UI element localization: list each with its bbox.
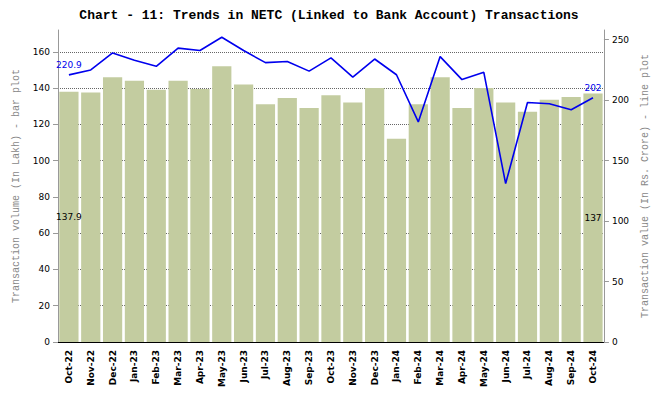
svg-text:Chart - 11: Trends in NETC (Li: Chart - 11: Trends in NETC (Linked to Ba… — [79, 8, 578, 23]
svg-text:Oct-24: Oct-24 — [588, 350, 598, 384]
svg-text:160: 160 — [33, 47, 50, 57]
svg-text:250: 250 — [612, 35, 629, 45]
svg-text:60: 60 — [39, 228, 51, 238]
svg-text:100: 100 — [33, 156, 50, 166]
svg-text:40: 40 — [39, 264, 51, 274]
svg-text:Nov-23: Nov-23 — [348, 350, 358, 386]
svg-text:137: 137 — [584, 213, 601, 223]
svg-text:Apr-23: Apr-23 — [195, 350, 205, 384]
svg-text:Oct-22: Oct-22 — [64, 350, 74, 384]
svg-text:Jun-24: Jun-24 — [501, 350, 511, 383]
svg-text:Jun-23: Jun-23 — [239, 350, 249, 383]
svg-text:Dec-22: Dec-22 — [108, 350, 118, 385]
svg-text:220.9: 220.9 — [56, 60, 82, 70]
svg-text:200: 200 — [612, 95, 629, 105]
svg-text:120: 120 — [33, 119, 50, 129]
svg-text:Feb-23: Feb-23 — [151, 350, 161, 385]
svg-text:150: 150 — [612, 156, 629, 166]
svg-text:Aug-23: Aug-23 — [282, 350, 292, 386]
svg-text:Mar-24: Mar-24 — [435, 350, 445, 386]
svg-text:Transaction volume (In Lakh) -: Transaction volume (In Lakh) - bar plot — [11, 69, 22, 303]
svg-text:Dec-23: Dec-23 — [370, 350, 380, 385]
svg-text:80: 80 — [39, 192, 51, 202]
svg-text:100: 100 — [612, 216, 629, 226]
svg-text:Transaction value (In Rs. Cror: Transaction value (In Rs. Crore) - line … — [640, 54, 651, 318]
svg-text:Mar-23: Mar-23 — [173, 350, 183, 386]
svg-text:Sep-23: Sep-23 — [304, 350, 314, 385]
svg-text:0: 0 — [612, 337, 618, 347]
svg-text:Sep-24: Sep-24 — [566, 350, 576, 385]
svg-text:Oct-23: Oct-23 — [326, 350, 336, 384]
svg-text:Jan-23: Jan-23 — [129, 350, 139, 383]
svg-text:Nov-22: Nov-22 — [86, 350, 96, 386]
svg-text:May-23: May-23 — [217, 350, 227, 387]
svg-text:Jul-23: Jul-23 — [260, 350, 270, 380]
svg-text:137.9: 137.9 — [56, 212, 82, 222]
svg-text:May-24: May-24 — [479, 350, 489, 387]
svg-text:Feb-24: Feb-24 — [413, 350, 423, 385]
svg-text:0: 0 — [44, 337, 50, 347]
svg-text:140: 140 — [33, 83, 50, 93]
svg-text:Jan-24: Jan-24 — [391, 350, 401, 383]
svg-text:Jul-24: Jul-24 — [522, 350, 532, 380]
svg-text:20: 20 — [39, 301, 51, 311]
svg-text:Aug-24: Aug-24 — [544, 350, 554, 386]
svg-text:50: 50 — [612, 277, 624, 287]
svg-text:202: 202 — [584, 83, 601, 93]
svg-text:Apr-24: Apr-24 — [457, 350, 467, 384]
